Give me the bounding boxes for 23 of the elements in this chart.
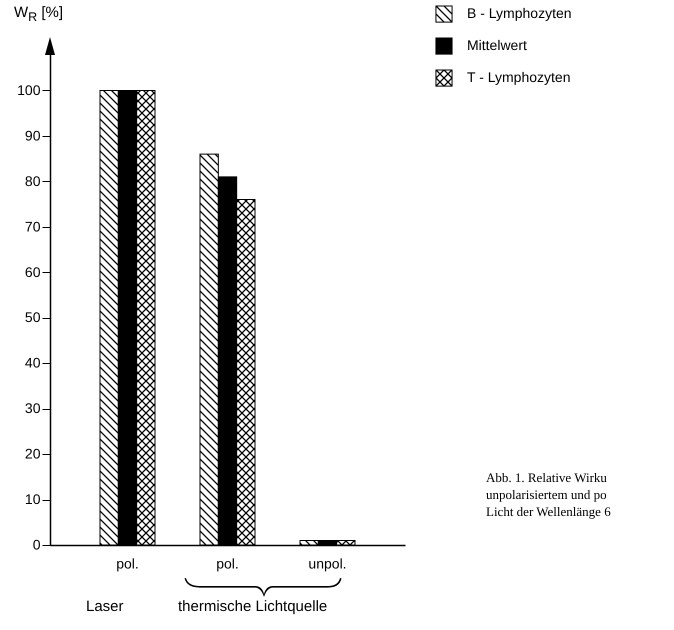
text: unpolarisiertem und po <box>486 487 607 503</box>
y-tick-label: 90 <box>24 127 41 144</box>
text: thermische Lichtquelle <box>178 598 328 615</box>
y-tick-label: 10 <box>24 491 41 508</box>
x-tick-label: unpol. <box>308 556 347 572</box>
caption: Abb. 1. Relative Wirku <box>486 470 607 486</box>
legend-label: T - Lymphozyten <box>467 69 570 85</box>
y-tick-label: 70 <box>24 218 41 234</box>
y-tick-label: 100 <box>17 82 41 98</box>
y-tick-label: 20 <box>24 446 41 462</box>
x-tick-label: pol. <box>216 556 239 572</box>
y-tick-label: 80 <box>24 172 41 189</box>
text: Laser <box>86 598 124 615</box>
y-tick-label: 60 <box>24 264 41 280</box>
y-tick-label: 30 <box>24 400 41 416</box>
y-axis-title: W$_{R}$ [%] <box>14 4 64 24</box>
y-tick-label: 40 <box>24 354 41 371</box>
text: Licht der Wellenlänge 6 <box>486 504 611 520</box>
legend-label: B - Lymphozyten <box>467 5 572 21</box>
x-tick-label: pol. <box>116 556 139 572</box>
y-tick-label: 0 <box>32 536 41 552</box>
y-tick-label: 50 <box>24 309 41 326</box>
legend-label: Mittelwert <box>467 37 528 53</box>
